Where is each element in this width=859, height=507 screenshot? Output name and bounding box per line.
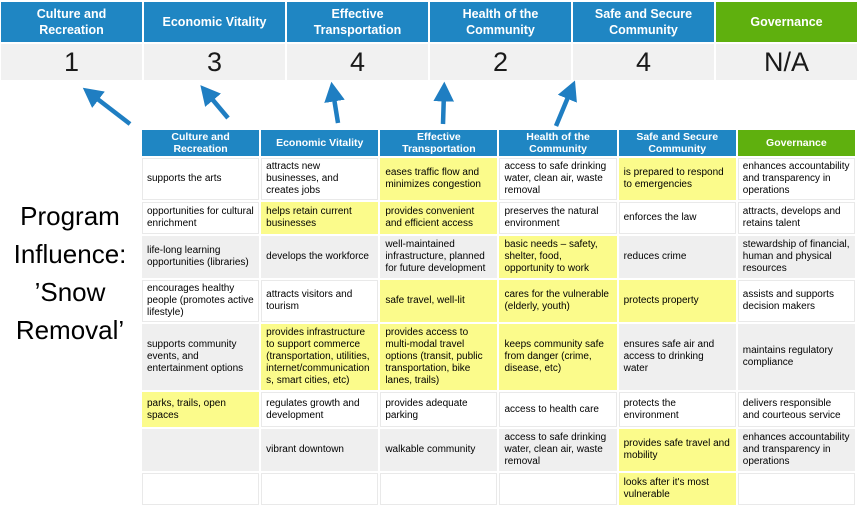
matrix-cell: enhances accountability and transparency… xyxy=(737,429,855,472)
matrix-cell: protects the environment xyxy=(618,392,736,428)
matrix-cell: develops the workforce xyxy=(261,236,379,279)
matrix-cell: provides access to multi-modal travel op… xyxy=(380,324,498,391)
score-column-header: Economic Vitality xyxy=(144,2,285,42)
matrix-cell xyxy=(142,473,260,506)
matrix-cell: ensures safe air and access to drinking … xyxy=(618,324,736,391)
matrix-cell: keeps community safe from danger (crime,… xyxy=(499,324,617,391)
arrow-icon xyxy=(433,81,455,125)
arrow-icon xyxy=(82,87,132,126)
score-column-header: Effective Transportation xyxy=(287,2,428,42)
score-value: 2 xyxy=(430,44,571,80)
matrix-column-header: Economic Vitality xyxy=(261,130,379,157)
matrix-cell: well-maintained infrastructure, planned … xyxy=(380,236,498,279)
matrix-cell: protects property xyxy=(618,280,736,323)
matrix-cell xyxy=(142,429,260,472)
matrix-row: parks, trails, open spaces regulates grow… xyxy=(142,392,855,428)
matrix-cell: helps retain current businesses xyxy=(261,202,379,235)
matrix-cell: looks after it's most vulnerable xyxy=(618,473,736,506)
matrix-cell: safe travel, well-lit xyxy=(380,280,498,323)
matrix-row: encourages healthy people (promotes acti… xyxy=(142,280,855,323)
matrix-cell: provides infrastructure to support comme… xyxy=(261,324,379,391)
influence-matrix: Culture and Recreation Economic Vitality E… xyxy=(140,128,857,507)
matrix-row: supports community events, and entertain… xyxy=(142,324,855,391)
matrix-cell: eases traffic flow and minimizes congest… xyxy=(380,158,498,201)
matrix-column-header: Health of the Community xyxy=(499,130,617,157)
matrix-cell: assists and supports decision makers xyxy=(737,280,855,323)
matrix-cell: supports community events, and entertain… xyxy=(142,324,260,391)
matrix-row: supports the arts attracts new businesses… xyxy=(142,158,855,201)
matrix-cell xyxy=(737,473,855,506)
matrix-row: opportunities for cultural enrichment hel… xyxy=(142,202,855,235)
score-column: Health of the Community 2 xyxy=(430,2,571,80)
influence-matrix-table: Culture and Recreation Economic Vitality E… xyxy=(140,128,857,507)
arrows-overlay xyxy=(82,80,577,127)
arrow-icon xyxy=(324,81,345,124)
score-column: Economic Vitality 3 xyxy=(144,2,285,80)
matrix-cell xyxy=(380,473,498,506)
matrix-cell: attracts visitors and tourism xyxy=(261,280,379,323)
matrix-cell: attracts new businesses, and creates job… xyxy=(261,158,379,201)
score-value: 4 xyxy=(573,44,714,80)
program-title: Program Influence: ’Snow Removal’ xyxy=(13,201,127,345)
matrix-cell: delivers responsible and courteous servi… xyxy=(737,392,855,428)
matrix-cell: access to health care xyxy=(499,392,617,428)
matrix-column-header: Governance xyxy=(737,130,855,157)
matrix-row: life-long learning opportunities (librar… xyxy=(142,236,855,279)
score-column-header: Culture and Recreation xyxy=(1,2,142,42)
matrix-cell: parks, trails, open spaces xyxy=(142,392,260,428)
matrix-cell xyxy=(499,473,617,506)
matrix-cell: enforces the law xyxy=(618,202,736,235)
score-value: 4 xyxy=(287,44,428,80)
matrix-column-header: Safe and Secure Community xyxy=(618,130,736,157)
matrix-body: supports the arts attracts new businesses… xyxy=(142,158,855,506)
matrix-cell: provides adequate parking xyxy=(380,392,498,428)
matrix-header-row: Culture and Recreation Economic Vitality E… xyxy=(142,130,855,157)
score-column: Culture and Recreation 1 xyxy=(1,2,142,80)
score-column: Effective Transportation 4 xyxy=(287,2,428,80)
score-value: 3 xyxy=(144,44,285,80)
matrix-cell: attracts, develops and retains talent xyxy=(737,202,855,235)
score-column-header: Health of the Community xyxy=(430,2,571,42)
matrix-cell: cares for the vulnerable (elderly, youth… xyxy=(499,280,617,323)
matrix-cell: reduces crime xyxy=(618,236,736,279)
matrix-cell: maintains regulatory compliance xyxy=(737,324,855,391)
score-column: Safe and Secure Community 4 xyxy=(573,2,714,80)
matrix-cell: opportunities for cultural enrichment xyxy=(142,202,260,235)
matrix-cell: life-long learning opportunities (librar… xyxy=(142,236,260,279)
matrix-cell: vibrant downtown xyxy=(261,429,379,472)
matrix-row: looks after it's most vulnerable xyxy=(142,473,855,506)
score-value: N/A xyxy=(716,44,857,80)
matrix-cell: is prepared to respond to emergencies xyxy=(618,158,736,201)
matrix-column-header: Effective Transportation xyxy=(380,130,498,157)
matrix-cell: provides convenient and efficient access xyxy=(380,202,498,235)
score-value: 1 xyxy=(1,44,142,80)
matrix-cell: encourages healthy people (promotes acti… xyxy=(142,280,260,323)
score-column-header: Safe and Secure Community xyxy=(573,2,714,42)
matrix-cell: access to safe drinking water, clean air… xyxy=(499,158,617,201)
matrix-column-header: Culture and Recreation xyxy=(142,130,260,157)
matrix-cell: enhances accountability and transparency… xyxy=(737,158,855,201)
score-band: Culture and Recreation 1 Economic Vitality… xyxy=(1,2,857,80)
score-column-header: Governance xyxy=(716,2,857,42)
matrix-cell: preserves the natural environment xyxy=(499,202,617,235)
score-column: Governance N/A xyxy=(716,2,857,80)
matrix-cell xyxy=(261,473,379,506)
matrix-cell: basic needs – safety, shelter, food, opp… xyxy=(499,236,617,279)
matrix-cell: supports the arts xyxy=(142,158,260,201)
matrix-cell: regulates growth and development xyxy=(261,392,379,428)
matrix-cell: stewardship of financial, human and phys… xyxy=(737,236,855,279)
arrow-icon xyxy=(553,80,577,127)
arrow-icon xyxy=(200,85,230,120)
